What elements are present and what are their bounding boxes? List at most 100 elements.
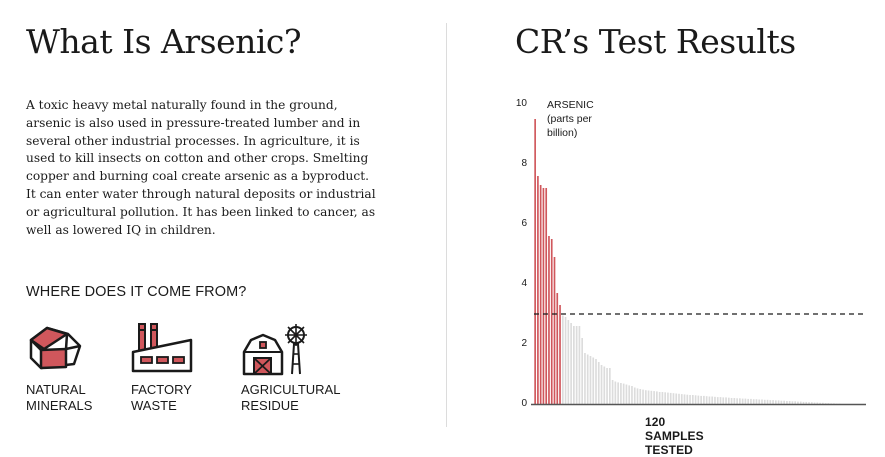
barn-windmill-icon bbox=[242, 324, 307, 376]
sample-bar bbox=[694, 395, 697, 404]
sample-bar bbox=[545, 188, 548, 404]
sample-bar bbox=[678, 393, 680, 404]
sample-bar bbox=[788, 401, 791, 404]
sample-bar bbox=[747, 398, 749, 404]
sample-bar bbox=[575, 326, 578, 404]
sample-bar bbox=[584, 353, 586, 404]
sample-bar bbox=[669, 392, 672, 404]
sample-bar bbox=[556, 293, 559, 404]
sample-bar bbox=[730, 398, 733, 404]
sample-bar bbox=[714, 396, 716, 404]
sample-bar bbox=[550, 239, 553, 404]
sample-bar bbox=[780, 400, 783, 404]
sample-bar bbox=[606, 368, 608, 404]
sample-bar bbox=[741, 398, 744, 404]
source-label: NATURAL MINERALS bbox=[26, 382, 93, 413]
sample-bar bbox=[573, 326, 575, 404]
sample-bar bbox=[739, 398, 741, 404]
x-axis-label: 120 SAMPLES TESTED bbox=[645, 415, 704, 457]
sample-bar bbox=[761, 399, 763, 404]
sample-bar bbox=[697, 395, 700, 404]
results-title: CR’s Test Results bbox=[515, 22, 796, 61]
sample-bar bbox=[617, 382, 619, 404]
source-agricultural-residue: AGRICULTURAL RESIDUE bbox=[241, 322, 340, 413]
sample-bar bbox=[559, 305, 561, 404]
y-axis-title: ARSENIC (parts per billion) bbox=[547, 99, 594, 139]
sample-bar bbox=[636, 388, 639, 404]
sample-bar bbox=[750, 398, 752, 404]
y-tick: 8 bbox=[521, 158, 527, 169]
sample-bar bbox=[819, 402, 821, 404]
sample-bar bbox=[755, 399, 758, 404]
sample-bar bbox=[581, 338, 583, 404]
sample-bar bbox=[570, 323, 572, 404]
page-title: What Is Arsenic? bbox=[26, 22, 302, 61]
source-label: FACTORY WASTE bbox=[131, 382, 192, 413]
sample-bar bbox=[548, 236, 550, 404]
sample-bar bbox=[561, 315, 564, 404]
sample-bar bbox=[620, 383, 622, 404]
sample-bar bbox=[689, 395, 691, 404]
sample-bar bbox=[830, 403, 832, 404]
y-tick: 10 bbox=[515, 98, 527, 109]
sample-bar bbox=[716, 397, 719, 404]
source-label: AGRICULTURAL RESIDUE bbox=[241, 382, 341, 413]
sample-bar bbox=[758, 399, 761, 404]
sample-bar bbox=[633, 387, 636, 404]
sample-bar bbox=[592, 357, 595, 404]
chart-bars bbox=[534, 119, 841, 404]
sample-bar bbox=[534, 119, 536, 404]
sample-bar bbox=[564, 317, 567, 404]
sample-bar bbox=[703, 395, 705, 404]
arsenic-description: A toxic heavy metal naturally found in t… bbox=[26, 98, 376, 237]
sample-bar bbox=[589, 356, 592, 404]
sample-bar bbox=[692, 395, 694, 404]
sample-bar bbox=[708, 396, 711, 404]
sample-bar bbox=[822, 402, 824, 404]
sample-bar bbox=[614, 381, 617, 404]
sample-bar bbox=[763, 399, 766, 404]
sample-bar bbox=[631, 386, 633, 404]
source-factory-waste: FACTORY WASTE bbox=[131, 322, 195, 413]
sample-bar bbox=[727, 397, 730, 404]
sample-bar bbox=[611, 380, 614, 404]
minerals-icon bbox=[29, 326, 82, 370]
sample-bar bbox=[813, 402, 816, 404]
y-tick: 0 bbox=[521, 398, 527, 409]
sample-bar bbox=[805, 401, 808, 404]
sample-bar bbox=[810, 402, 813, 404]
sample-bar bbox=[705, 396, 708, 404]
sample-bar bbox=[824, 403, 827, 404]
sources-heading: WHERE DOES IT COME FROM? bbox=[26, 284, 247, 300]
sample-bar bbox=[537, 176, 539, 404]
sample-bar bbox=[667, 392, 669, 404]
sample-bar bbox=[639, 389, 642, 404]
sample-bar bbox=[799, 401, 802, 404]
sample-bar bbox=[542, 188, 545, 404]
sample-bar bbox=[736, 398, 738, 404]
sample-bar bbox=[725, 397, 727, 404]
sample-bar bbox=[786, 401, 788, 404]
sample-bar bbox=[656, 391, 658, 404]
sample-bar bbox=[625, 384, 628, 404]
sample-bar bbox=[553, 257, 556, 404]
sample-bar bbox=[827, 403, 830, 404]
panel-divider bbox=[446, 23, 447, 427]
sample-bar bbox=[733, 398, 736, 404]
sample-bar bbox=[744, 398, 747, 404]
sample-bar bbox=[700, 395, 702, 404]
sample-bar bbox=[661, 392, 664, 404]
sample-bar bbox=[783, 400, 785, 404]
y-tick: 6 bbox=[521, 218, 527, 229]
sample-bar bbox=[600, 365, 603, 404]
sample-bar bbox=[719, 397, 722, 404]
sample-bar bbox=[628, 385, 631, 404]
sample-bar bbox=[622, 383, 625, 404]
sample-bar bbox=[722, 397, 725, 404]
sample-bar bbox=[597, 362, 600, 404]
sample-bar bbox=[797, 401, 799, 404]
sample-bar bbox=[644, 390, 647, 404]
sample-bar bbox=[539, 185, 542, 404]
sample-bar bbox=[686, 394, 689, 404]
